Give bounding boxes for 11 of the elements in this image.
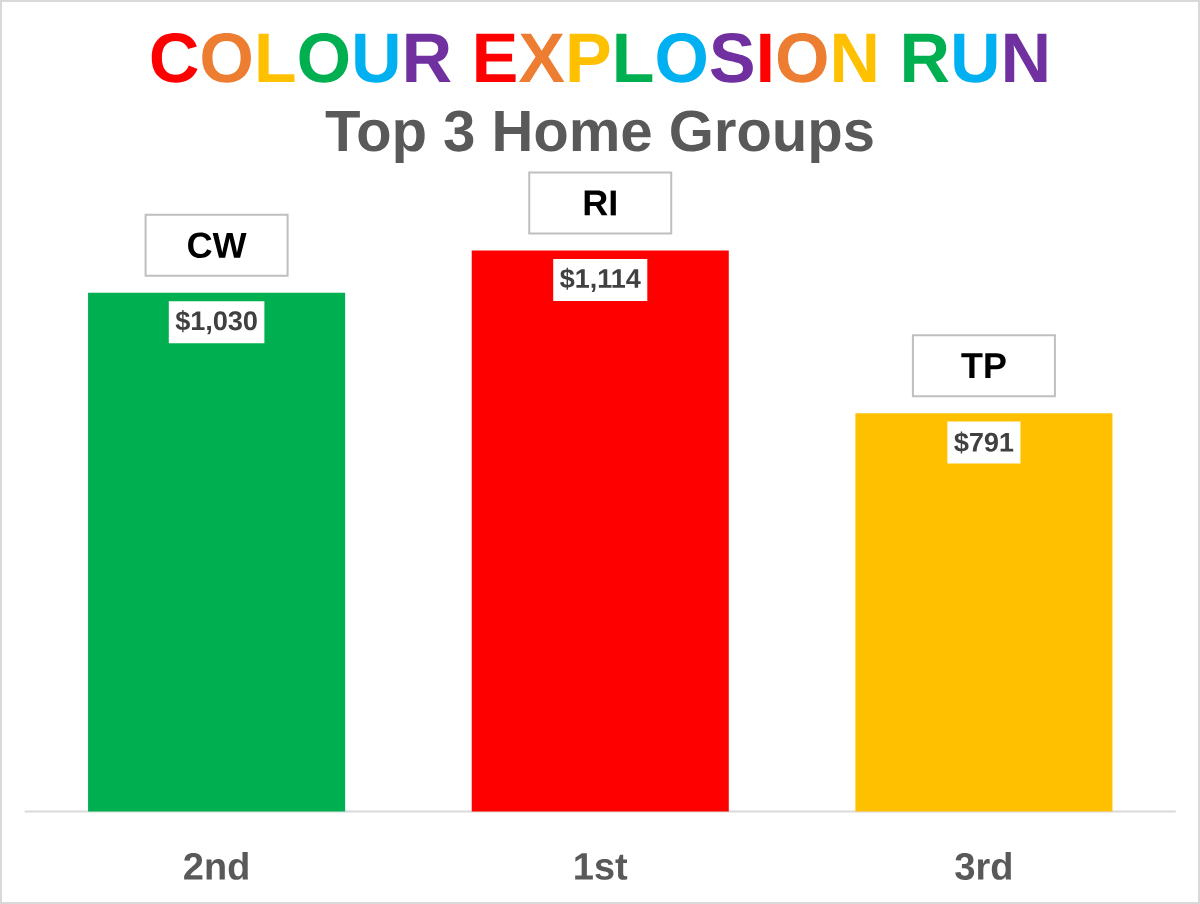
x-tick-label: 1st bbox=[575, 853, 628, 880]
data-label: $791 bbox=[954, 431, 1014, 454]
annotation: TP bbox=[961, 353, 1006, 379]
x-tick-label: 3rd bbox=[955, 851, 1011, 880]
x-tick-label: 2nd bbox=[184, 851, 248, 880]
annotation: RI bbox=[584, 190, 616, 216]
chart-title: COLOUR EXPLOSION RUN bbox=[151, 33, 1047, 83]
chart-subtitle: Top 3 Home Groups bbox=[325, 110, 873, 164]
data-label: $1,030 bbox=[175, 310, 257, 335]
annotation: CW bbox=[188, 232, 247, 259]
data-label: $1,114 bbox=[560, 267, 641, 292]
